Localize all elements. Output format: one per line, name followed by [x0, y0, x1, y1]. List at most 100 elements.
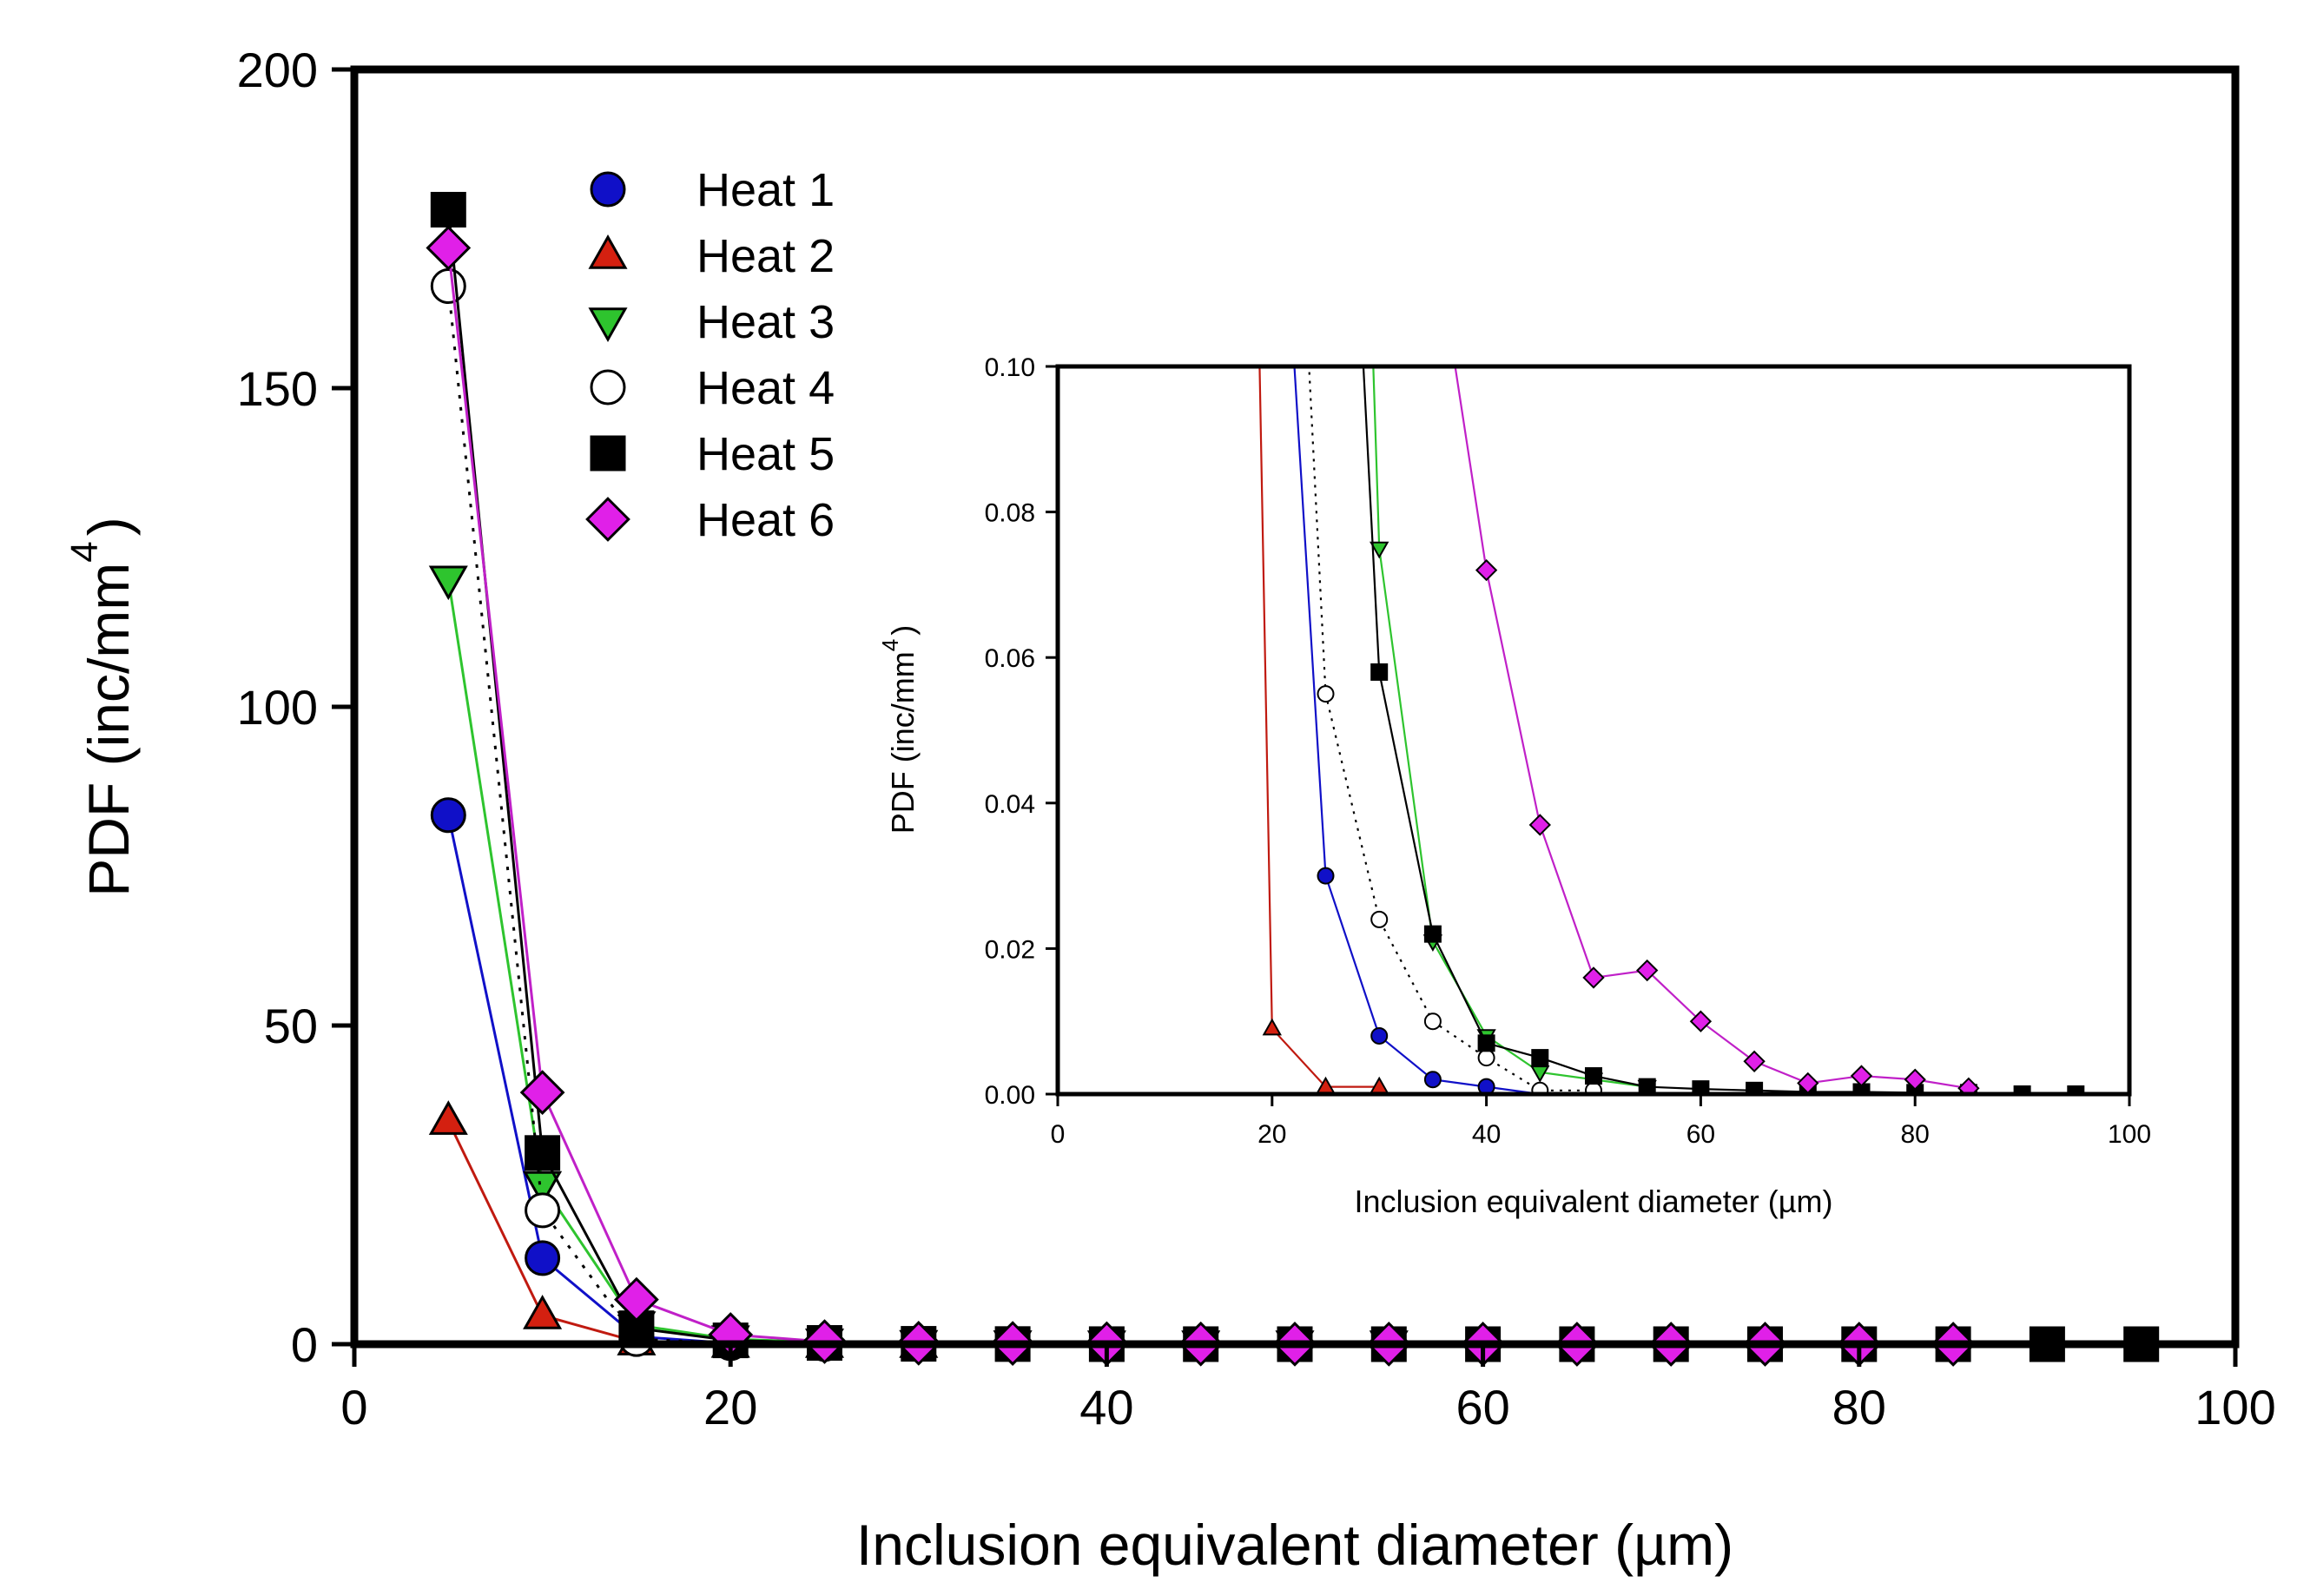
inset-data-point-heat-2-x30	[1370, 1076, 1389, 1094]
inset-data-point-heat-4-x40	[1477, 1049, 1495, 1067]
legend-label-heat-1: Heat 1	[696, 164, 835, 216]
legend-marker-heat-2	[588, 234, 628, 269]
inset-y-tick-label: 0.02	[985, 935, 1035, 964]
inset-data-point-heat-6-x55	[1636, 959, 1659, 982]
data-point-heat-5-x15	[618, 1310, 655, 1347]
legend-marker-heat-4	[590, 369, 626, 406]
inset-x-axis-title: Inclusion equivalent diameter (µm)	[1355, 1184, 1833, 1219]
x-tick-label: 20	[703, 1380, 757, 1434]
data-point-heat-6-x5	[426, 225, 472, 271]
inset-x-tick-label: 60	[1686, 1120, 1715, 1149]
inset-y-tick-label: 0.10	[985, 353, 1035, 382]
data-point-heat-3-x5	[428, 565, 468, 601]
inset-data-point-heat-5-x60	[1692, 1080, 1710, 1094]
legend-marker-heat-6	[585, 497, 630, 542]
legend-label-heat-3: Heat 3	[696, 296, 835, 348]
main-x-axis: 0 20 40 60 80 100	[340, 1344, 2276, 1434]
y-tick-label: 100	[237, 680, 318, 735]
legend-label-heat-6: Heat 6	[696, 494, 835, 546]
inset-data-point-heat-5-x45	[1531, 1049, 1549, 1067]
data-point-heat-1-x5	[430, 797, 466, 834]
legend-label-heat-4: Heat 4	[696, 362, 835, 414]
series-line-heat-4	[446, 286, 1295, 1346]
inset-data-point-heat-6-x40	[1475, 558, 1498, 582]
legend-label-heat-5: Heat 5	[696, 428, 835, 480]
inset-series-line-heat-5	[1362, 366, 2076, 1094]
data-point-heat-5-x10	[525, 1135, 561, 1171]
inset-data-point-heat-6-x45	[1528, 814, 1551, 836]
inset-y-tick-label: 0.04	[985, 790, 1035, 819]
inset-data-point-heat-6-x60	[1689, 1010, 1713, 1032]
x-tick-label: 40	[1079, 1380, 1133, 1434]
inset-data-point-heat-6-x85	[1957, 1077, 1980, 1094]
x-tick-label: 80	[1832, 1380, 1886, 1434]
series-line-heat-6	[446, 247, 1954, 1346]
inset-series-line-heat-6	[1454, 366, 1970, 1090]
data-point-heat-5-x5	[430, 191, 466, 228]
data-point-heat-6-x10	[519, 1070, 565, 1115]
inset-series-heat-3	[1370, 366, 1657, 1094]
inset-data-point-heat-1-x40	[1477, 1078, 1495, 1094]
inset-x-tick-label: 40	[1472, 1120, 1501, 1149]
legend-marker-heat-1	[590, 171, 626, 208]
data-point-heat-1-x10	[525, 1240, 561, 1276]
y-tick-label: 0	[291, 1317, 318, 1372]
inset-data-point-heat-4-x30	[1370, 910, 1389, 928]
inset-data-point-heat-6-x75	[1850, 1065, 1873, 1087]
legend-item-heat-4: Heat 4	[590, 362, 835, 414]
series-line-heat-2	[446, 1120, 919, 1346]
inset-series-heat-1	[1293, 366, 1549, 1094]
inset-data-point-heat-5-x55	[1638, 1078, 1656, 1094]
y-tick-label: 150	[237, 361, 318, 416]
inset-data-point-heat-5-x50	[1585, 1067, 1602, 1085]
inset-data-point-heat-4-x35	[1423, 1012, 1442, 1031]
inset-data-point-heat-6-x65	[1743, 1050, 1766, 1072]
inset-plot: 0 20 40 60 80 100 0.00 0.02 0.04 0.06 0.08 0.10 In…	[877, 353, 2151, 1219]
legend-item-heat-2: Heat 2	[588, 230, 835, 282]
main-plot-frame	[350, 65, 2240, 1349]
legend-item-heat-5: Heat 5	[590, 428, 835, 480]
inset-data-point-heat-4-x45	[1531, 1081, 1549, 1094]
legend-item-heat-6: Heat 6	[585, 494, 835, 546]
inset-y-tick-label: 0.00	[985, 1081, 1035, 1110]
data-point-heat-6-x15	[614, 1276, 659, 1322]
series-line-heat-1	[446, 814, 1201, 1346]
inset-x-tick-label: 20	[1257, 1120, 1286, 1149]
inset-series-heat-5	[1362, 366, 2085, 1094]
legend-marker-heat-3	[588, 307, 628, 342]
inset-x-tick-label: 80	[1901, 1120, 1930, 1149]
y-tick-label: 50	[264, 999, 318, 1053]
inset-data-point-heat-5-x65	[1746, 1081, 1764, 1094]
data-point-heat-4-x5	[430, 268, 466, 305]
inset-data-point-heat-6-x50	[1582, 966, 1605, 989]
y-tick-label: 200	[237, 43, 318, 97]
main-x-axis-title: Inclusion equivalent diameter (µm)	[856, 1513, 1733, 1577]
inset-series-line-heat-4	[1308, 366, 1594, 1091]
inset-data-point-heat-1-x35	[1423, 1071, 1442, 1089]
data-point-heat-4-x10	[525, 1192, 561, 1229]
inset-data-point-heat-6-x80	[1904, 1068, 1926, 1091]
inset-x-tick-label: 100	[2108, 1120, 2151, 1149]
main-y-axis: 0 50 100 150 200	[237, 43, 354, 1372]
inset-data-point-heat-5-x95	[2067, 1085, 2085, 1094]
main-series-layer	[426, 191, 2160, 1367]
inset-data-point-heat-3-x30	[1370, 541, 1389, 559]
series-heat-2	[428, 1100, 939, 1358]
inset-y-tick-label: 0.06	[985, 644, 1035, 673]
data-point-heat-3-x10	[523, 1171, 563, 1206]
inset-data-point-heat-1-x25	[1317, 867, 1335, 885]
inset-data-point-heat-3-x45	[1530, 1065, 1550, 1083]
legend: Heat 1 Heat 2 Heat 3 Heat 4 Heat 5 Heat 6	[585, 164, 835, 546]
inset-series-heat-6	[1454, 366, 1980, 1094]
inset-y-axis-title: PDF (inc/mm4)	[877, 625, 921, 834]
legend-item-heat-1: Heat 1	[590, 164, 835, 216]
inset-data-point-heat-1-x30	[1370, 1026, 1389, 1045]
inset-data-point-heat-5-x35	[1423, 925, 1442, 943]
inset-series-heat-4	[1308, 366, 1602, 1094]
legend-marker-heat-5	[590, 435, 626, 472]
inset-series-line-heat-1	[1293, 366, 1541, 1094]
main-y-axis-title: PDF (inc/mm4)	[63, 517, 141, 896]
inset-data-point-heat-5-x90	[2013, 1085, 2031, 1094]
series-heat-4	[430, 268, 1313, 1362]
